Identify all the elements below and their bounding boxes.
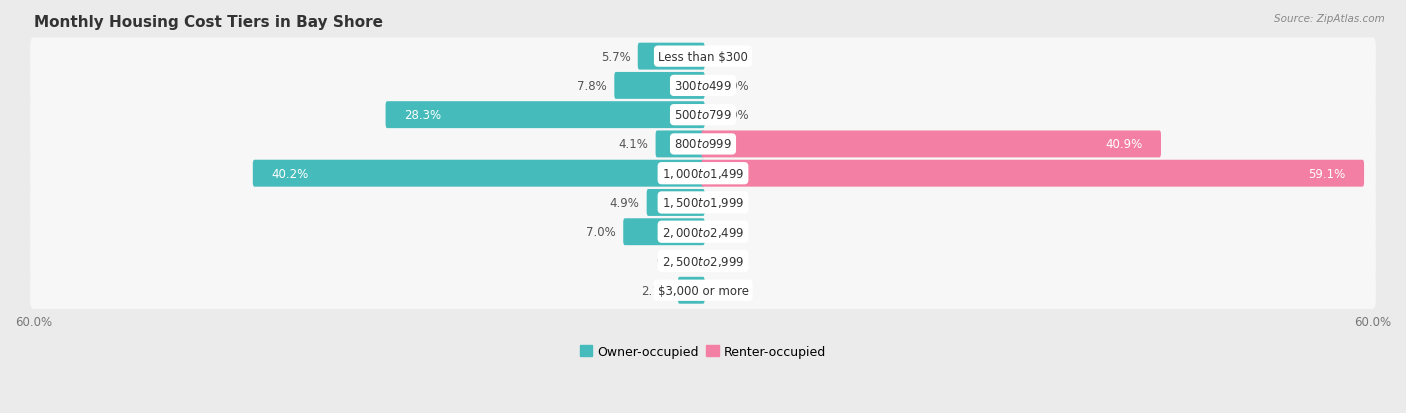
- Text: 4.1%: 4.1%: [619, 138, 648, 151]
- Legend: Owner-occupied, Renter-occupied: Owner-occupied, Renter-occupied: [575, 340, 831, 363]
- Text: Source: ZipAtlas.com: Source: ZipAtlas.com: [1274, 14, 1385, 24]
- Text: $300 to $499: $300 to $499: [673, 80, 733, 93]
- Text: 28.3%: 28.3%: [404, 109, 441, 122]
- Text: $2,500 to $2,999: $2,500 to $2,999: [662, 254, 744, 268]
- FancyBboxPatch shape: [702, 160, 1364, 187]
- Text: 0.0%: 0.0%: [720, 255, 749, 268]
- FancyBboxPatch shape: [678, 277, 704, 304]
- Text: 2.1%: 2.1%: [641, 284, 671, 297]
- FancyBboxPatch shape: [30, 214, 1376, 251]
- Text: 0.0%: 0.0%: [720, 50, 749, 64]
- FancyBboxPatch shape: [30, 184, 1376, 222]
- FancyBboxPatch shape: [638, 43, 704, 71]
- Text: 7.0%: 7.0%: [586, 225, 616, 239]
- FancyBboxPatch shape: [30, 38, 1376, 76]
- FancyBboxPatch shape: [30, 272, 1376, 309]
- Text: $800 to $999: $800 to $999: [673, 138, 733, 151]
- Text: Monthly Housing Cost Tiers in Bay Shore: Monthly Housing Cost Tiers in Bay Shore: [34, 15, 382, 30]
- Text: $1,000 to $1,499: $1,000 to $1,499: [662, 167, 744, 181]
- FancyBboxPatch shape: [702, 131, 1161, 158]
- Text: Less than $300: Less than $300: [658, 50, 748, 64]
- Text: $1,500 to $1,999: $1,500 to $1,999: [662, 196, 744, 210]
- Text: 0.0%: 0.0%: [720, 225, 749, 239]
- FancyBboxPatch shape: [614, 73, 704, 100]
- Text: 0.0%: 0.0%: [720, 197, 749, 209]
- Text: 7.8%: 7.8%: [578, 80, 607, 93]
- Text: 0.0%: 0.0%: [720, 80, 749, 93]
- Text: $3,000 or more: $3,000 or more: [658, 284, 748, 297]
- FancyBboxPatch shape: [30, 243, 1376, 280]
- Text: 5.7%: 5.7%: [600, 50, 630, 64]
- FancyBboxPatch shape: [647, 190, 704, 216]
- FancyBboxPatch shape: [253, 160, 704, 187]
- Text: 0.0%: 0.0%: [657, 255, 686, 268]
- Text: 0.0%: 0.0%: [720, 284, 749, 297]
- FancyBboxPatch shape: [623, 219, 704, 246]
- Text: 4.9%: 4.9%: [610, 197, 640, 209]
- Text: 40.2%: 40.2%: [271, 167, 308, 180]
- Text: 0.0%: 0.0%: [720, 109, 749, 122]
- Text: $2,000 to $2,499: $2,000 to $2,499: [662, 225, 744, 239]
- FancyBboxPatch shape: [655, 131, 704, 158]
- FancyBboxPatch shape: [385, 102, 704, 129]
- FancyBboxPatch shape: [30, 67, 1376, 105]
- FancyBboxPatch shape: [30, 126, 1376, 163]
- FancyBboxPatch shape: [30, 155, 1376, 192]
- FancyBboxPatch shape: [30, 97, 1376, 134]
- Text: 59.1%: 59.1%: [1309, 167, 1346, 180]
- Text: $500 to $799: $500 to $799: [673, 109, 733, 122]
- Text: 40.9%: 40.9%: [1105, 138, 1143, 151]
